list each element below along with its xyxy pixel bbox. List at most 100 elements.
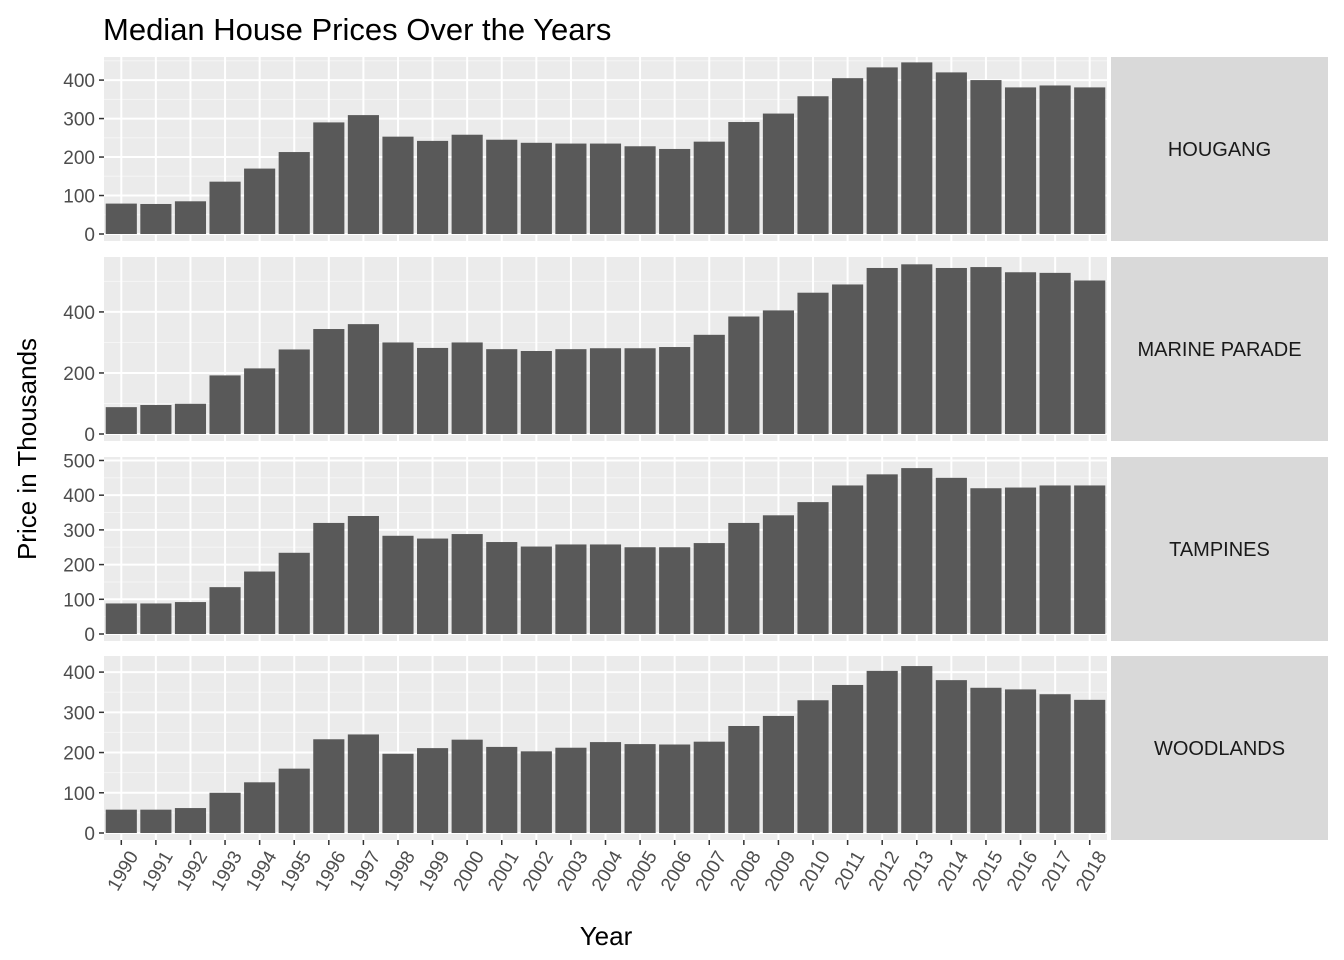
x-tick-label: 1995 [277,848,316,895]
bar-tampines-2010 [797,502,829,634]
facet-strip [1111,457,1328,641]
bar-woodlands-2012 [866,670,898,833]
bar-marine-parade-2018 [1074,280,1106,434]
bar-woodlands-2013 [901,666,933,833]
bar-marine-parade-2017 [1039,272,1071,434]
facet-strip-label: HOUGANG [1168,139,1271,161]
bar-woodlands-1990 [105,809,137,833]
bar-hougang-2013 [901,62,933,234]
bar-hougang-2018 [1074,87,1106,234]
x-tick-label: 1990 [104,848,143,895]
y-tick-label: 400 [63,303,95,324]
y-tick-label: 500 [63,451,95,472]
bar-marine-parade-1996 [313,329,345,434]
bar-marine-parade-2000 [451,342,483,434]
x-tick-label: 2018 [1072,848,1111,895]
panel-hougang: 0 100 200 300 400 HOUGANG [63,57,1328,246]
bar-woodlands-2018 [1074,699,1106,833]
bar-tampines-2005 [624,547,656,634]
chart-title: Median House Prices Over the Years [103,12,611,47]
bar-marine-parade-2009 [762,310,794,434]
x-tick-label: 1996 [311,848,350,895]
bar-hougang-2012 [866,67,898,234]
x-tick-label: 2013 [899,848,938,895]
y-tick-label: 100 [63,590,95,611]
bar-marine-parade-2014 [935,267,967,434]
bar-marine-parade-2013 [901,264,933,434]
y-axis-title: Price in Thousands [12,338,42,560]
x-tick-label: 2001 [484,848,523,895]
bar-hougang-1998 [382,136,414,234]
bar-marine-parade-1997 [347,324,379,434]
x-tick-label: 1994 [242,847,282,894]
bar-marine-parade-1994 [244,368,276,434]
bar-tampines-2002 [520,546,552,634]
x-tick-label: 1991 [138,848,177,895]
bar-tampines-2006 [659,547,691,634]
bar-tampines-1996 [313,522,345,634]
bar-hougang-2007 [693,141,725,234]
facet-strip [1111,257,1328,441]
y-tick-label: 400 [63,663,95,684]
bar-hougang-2011 [832,78,864,234]
bar-woodlands-2014 [935,680,967,833]
bar-marine-parade-2005 [624,348,656,434]
y-tick-label: 300 [63,521,95,542]
bar-hougang-2003 [555,143,587,234]
bar-marine-parade-2011 [832,284,864,434]
bar-woodlands-2008 [728,725,760,833]
bar-woodlands-2007 [693,741,725,833]
bar-tampines-2004 [589,544,622,634]
bar-hougang-2017 [1039,85,1071,235]
bar-hougang-1992 [174,201,207,234]
x-tick-label: 2003 [553,848,592,895]
bar-woodlands-2003 [555,747,587,833]
bar-tampines-2015 [970,488,1002,634]
bar-woodlands-1994 [244,782,276,833]
x-tick-label: 1993 [208,848,247,895]
bar-tampines-1998 [382,535,414,634]
bar-tampines-2012 [866,474,898,634]
bar-hougang-2001 [486,139,518,234]
bar-marine-parade-1991 [140,405,172,434]
x-tick-label: 2002 [519,848,558,895]
bar-woodlands-1992 [174,808,207,833]
bar-tampines-2003 [555,544,587,634]
bar-tampines-1990 [105,603,137,634]
x-tick-label: 2011 [831,848,870,894]
bar-marine-parade-2002 [520,350,552,434]
bar-woodlands-1999 [417,748,449,833]
bar-marine-parade-2001 [486,349,518,434]
bar-tampines-1999 [417,538,449,634]
bar-marine-parade-1993 [209,375,241,434]
y-tick-label: 0 [84,225,95,246]
x-tick-label: 1997 [346,848,385,895]
bar-hougang-2015 [970,80,1002,234]
bar-tampines-2018 [1074,485,1106,634]
bar-woodlands-2001 [486,746,518,833]
x-tick-label: 2009 [761,848,800,895]
bar-tampines-1994 [244,571,276,634]
bar-woodlands-1997 [347,734,379,833]
x-tick-label: 2004 [588,847,628,894]
bar-marine-parade-2006 [659,347,691,434]
bar-hougang-2004 [589,143,622,234]
x-axis-tick-labels: 1990199119921993199419951996199719981999… [104,840,1112,895]
bar-marine-parade-2012 [866,267,898,434]
bar-marine-parade-1995 [278,349,310,434]
facet-strip-label: WOODLANDS [1154,738,1285,760]
y-tick-label: 100 [63,187,95,208]
y-tick-label: 0 [84,824,95,845]
bar-woodlands-2011 [832,684,864,833]
y-tick-label: 400 [63,71,95,92]
bar-tampines-2000 [451,534,483,634]
bar-woodlands-1993 [209,792,241,833]
bar-hougang-1996 [313,122,345,234]
x-tick-label: 2017 [1038,848,1077,895]
bar-marine-parade-2007 [693,334,725,434]
x-tick-label: 1998 [381,848,420,895]
bar-marine-parade-1992 [174,403,207,434]
bar-tampines-1997 [347,516,379,634]
x-tick-label: 2008 [726,848,765,895]
